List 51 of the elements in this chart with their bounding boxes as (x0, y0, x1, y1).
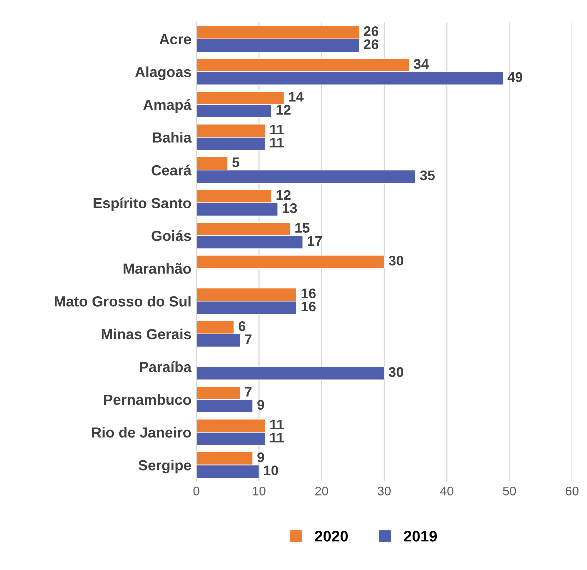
data-label: 6 (238, 322, 246, 332)
y-tick-label: Mato Grosso do Sul (55, 296, 191, 307)
x-tick-label: 0 (194, 486, 200, 496)
y-tick-label: Acre (160, 34, 192, 45)
data-label: 10 (264, 466, 278, 476)
y-tick-label: Espírito Santo (94, 198, 192, 212)
bar (196, 366, 385, 380)
data-label: 30 (388, 367, 404, 378)
x-tick-label: 30 (378, 486, 391, 496)
data-label: 30 (388, 256, 404, 266)
y-tick-label: Sergipe (138, 460, 192, 474)
data-label: 5 (232, 158, 240, 168)
data-label: 15 (296, 223, 310, 234)
data-label: 34 (414, 59, 430, 70)
y-tick-label: Minas Gerais (102, 328, 192, 340)
data-label: 11 (270, 433, 284, 443)
bar (196, 255, 385, 269)
data-label: 49 (508, 72, 523, 82)
data-label: 7 (245, 334, 252, 344)
x-tick-label: 40 (440, 486, 454, 496)
y-tick-label: Amapá (144, 99, 192, 114)
x-tick-label: 20 (316, 486, 328, 496)
data-label: 16 (302, 302, 316, 312)
data-label: 26 (364, 40, 379, 50)
x-tick-label: 10 (253, 486, 266, 496)
y-tick-label: Bahia (153, 132, 192, 143)
data-label: 11 (270, 124, 284, 135)
y-tick-label: Paraíba (140, 362, 192, 372)
y-tick-label: Goiás (152, 230, 192, 242)
data-label: 11 (270, 138, 284, 148)
legend-label: 2020 (315, 531, 348, 542)
y-tick-label: Alagoas (135, 66, 192, 80)
y-tick-label: Rio de Janeiro (92, 427, 192, 438)
y-tick-label: Pernambuco (104, 394, 192, 406)
data-label: 11 (270, 420, 284, 430)
data-label: 26 (364, 26, 379, 36)
data-label: 12 (276, 190, 291, 200)
x-tick-label: 60 (566, 486, 579, 496)
data-label: 7 (245, 387, 252, 397)
y-tick-label: Maranhão (124, 263, 192, 274)
data-label: 17 (308, 236, 322, 246)
data-label: 35 (420, 170, 436, 181)
data-label: 9 (258, 452, 264, 462)
data-label: 14 (289, 92, 304, 102)
data-label: 9 (258, 400, 264, 410)
data-label: 16 (302, 288, 316, 299)
legend-label: 2019 (404, 531, 438, 542)
data-label: 12 (276, 105, 291, 115)
y-tick-label: Ceará (152, 164, 192, 176)
data-label: 13 (283, 204, 298, 214)
x-tick-label: 50 (503, 486, 516, 496)
